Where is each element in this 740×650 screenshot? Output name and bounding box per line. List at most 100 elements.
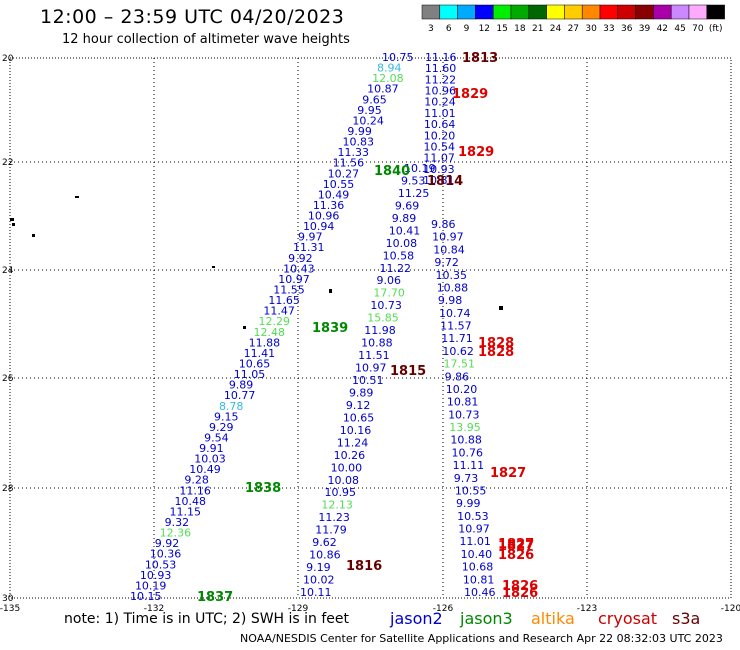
colorbar-label: 9 (464, 24, 470, 34)
track-mid: 10.199.5311.259.699.8910.4110.0810.5811.… (300, 162, 436, 599)
colorbar-label: 18 (514, 24, 526, 34)
colorbar-swatch (492, 4, 512, 20)
wave-height-value: 10.55 (323, 178, 355, 191)
wave-height-value: 10.96 (424, 85, 456, 98)
wave-height-value: 10.20 (446, 383, 478, 396)
colorbar-swatch (688, 4, 708, 20)
lat-label: 20 (2, 54, 14, 64)
wave-height-value: 15.85 (367, 312, 399, 325)
wave-height-value: 9.54 (204, 431, 229, 444)
pass-time-label: 1826 (502, 586, 538, 601)
pass-time-label: 1840 (374, 164, 410, 179)
wave-height-value: 11.01 (424, 107, 456, 120)
map-frame (9, 57, 732, 599)
colorbar-label: 70 (692, 24, 704, 34)
wave-height-value: 11.15 (170, 505, 202, 518)
wave-height-value: 11.16 (425, 51, 457, 64)
colorbar-swatch (706, 4, 725, 20)
colorbar-swatch (457, 4, 476, 20)
wave-height-value: 9.06 (376, 274, 401, 287)
wave-height-value: 11.79 (315, 524, 347, 537)
wave-height-value: 10.24 (424, 96, 456, 109)
lon-label: -123 (577, 604, 597, 614)
wave-height-value: 11.36 (313, 199, 345, 212)
colorbar-label: 21 (532, 24, 543, 34)
wave-height-value: 9.92 (288, 252, 313, 265)
wave-height-value: 9.89 (349, 386, 374, 399)
wave-height-value: 10.46 (464, 586, 496, 599)
wave-height-value: 17.51 (444, 358, 476, 371)
wave-height-value: 10.03 (194, 453, 226, 466)
map-title: 12:00 – 23:59 UTC 04/20/2023 (40, 6, 345, 28)
wave-height-value: 10.88 (437, 281, 469, 294)
pass-time-label: 1829 (452, 87, 488, 102)
track-west: 10.758.9412.0810.879.659.9510.249.9910.8… (130, 51, 414, 603)
lat-label: 28 (2, 484, 14, 494)
wave-height-value: 10.73 (448, 408, 480, 421)
wave-height-value: 12.29 (258, 315, 290, 328)
pass-time-label: 1839 (312, 321, 348, 336)
wave-height-value: 10.49 (189, 463, 221, 476)
islands (10, 196, 503, 329)
lon-label: -120 (721, 604, 740, 614)
wave-height-value: 10.88 (450, 434, 482, 447)
colorbar-label: 36 (621, 24, 633, 34)
wave-height-value: 10.86 (309, 549, 341, 562)
wave-height-value: 10.64 (424, 118, 456, 131)
wave-height-value: 9.15 (214, 410, 239, 423)
wave-height-value: 9.86 (445, 370, 470, 383)
wave-height-value: 9.73 (454, 472, 479, 485)
wave-height-value: 10.81 (447, 396, 479, 409)
wave-height-value: 9.99 (456, 497, 481, 510)
wave-height-value: 12.13 (321, 499, 353, 512)
colorbar-label: 42 (657, 24, 668, 34)
wave-height-value: 10.62 (442, 345, 474, 358)
pass-time-label: 1828 (478, 336, 514, 351)
wave-height-value: 11.55 (273, 284, 305, 297)
wave-height-value: 10.55 (455, 484, 487, 497)
wave-height-value: 9.28 (184, 474, 209, 487)
lat-label: 30 (2, 594, 14, 604)
lon-label: -129 (288, 604, 309, 614)
legend-jason2: jason2 (390, 609, 443, 628)
lat-label: 24 (2, 266, 14, 276)
lon-label: -126 (433, 604, 454, 614)
wave-height-value: 10.48 (174, 495, 206, 508)
wave-height-value: 9.69 (395, 199, 420, 212)
colorbar-label: 39 (639, 24, 651, 34)
wave-height-value: 10.75 (382, 51, 414, 64)
wave-height-value: 9.95 (357, 104, 382, 117)
lat-label: 26 (2, 374, 14, 384)
wave-height-value: 9.29 (209, 421, 234, 434)
wave-height-value: 9.98 (438, 294, 463, 307)
colorbar-swatch (653, 4, 672, 20)
colorbar-label: 30 (585, 24, 597, 34)
wave-height-value: 11.07 (423, 152, 455, 165)
colorbar-label: 3 (428, 24, 434, 34)
wave-height-value: 10.35 (436, 269, 468, 282)
wave-height-value: 9.32 (165, 516, 190, 529)
wave-height-value: 10.77 (224, 389, 256, 402)
wave-height-value: 12.36 (160, 527, 192, 540)
wave-height-value: 12.08 (372, 72, 404, 85)
wave-height-value: 11.01 (459, 535, 491, 548)
wave-height-value: 9.99 (347, 125, 372, 138)
wave-height-value: 13.95 (449, 421, 481, 434)
colorbar-swatch (617, 4, 636, 20)
wave-height-value: 10.97 (458, 523, 490, 536)
wave-height-value: 10.36 (150, 548, 182, 561)
wave-height-value: 10.19 (404, 162, 436, 175)
colorbar-swatch (581, 4, 601, 20)
colorbar-label: 33 (603, 24, 614, 34)
wave-height-value: 10.08 (386, 237, 418, 250)
colorbar-swatch (475, 4, 494, 20)
wave-height-value: 10.97 (278, 273, 310, 286)
colorbar-label: 27 (568, 24, 579, 34)
wave-height-value: 10.16 (340, 424, 372, 437)
wave-height-value: 9.72 (434, 256, 459, 269)
colorbar-label: 45 (674, 24, 685, 34)
wave-height-value: 10.49 (318, 188, 350, 201)
track-east-top: 11.1611.6011.2210.9610.2411.0110.6410.20… (423, 51, 457, 187)
colorbar-label: 15 (496, 24, 507, 34)
